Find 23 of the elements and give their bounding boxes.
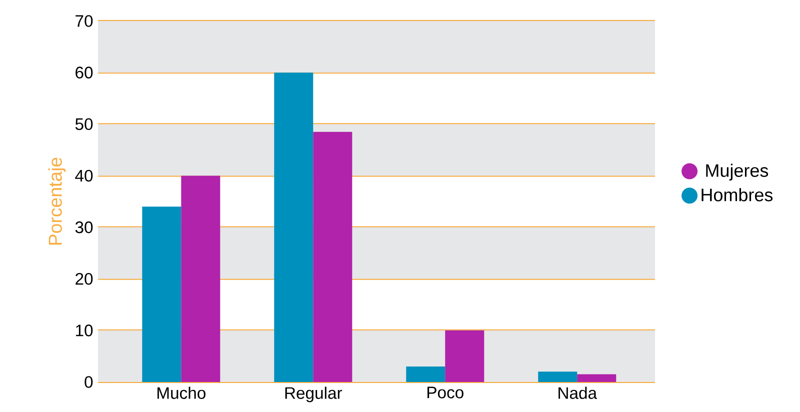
y-tick-label: 40	[75, 170, 93, 182]
x-tick-label: Mucho	[158, 386, 206, 399]
bar	[274, 72, 314, 382]
x-tick-label: Nada	[558, 386, 598, 399]
bar	[445, 330, 484, 382]
y-tick-label: 10	[76, 324, 93, 336]
y-tick-label: 60	[76, 66, 93, 78]
y-tick-label: 70	[76, 15, 93, 27]
y-tick-label: 20	[76, 272, 93, 285]
legend-label: Mujeres	[706, 164, 768, 181]
x-tick-label: Poco	[428, 386, 464, 398]
bar	[577, 374, 616, 382]
y-tick-label: 0	[84, 376, 93, 388]
y-tick-label: 50	[75, 118, 93, 130]
bar	[406, 366, 446, 382]
bar	[538, 372, 578, 382]
legend-label: Hombres	[702, 188, 773, 202]
x-tick-label: Regular	[285, 386, 342, 402]
bar	[181, 176, 220, 382]
y-axis-title: Porcentaje	[48, 158, 66, 245]
y-tick-label: 30	[75, 221, 93, 234]
bar	[142, 206, 182, 382]
bar	[313, 132, 352, 382]
